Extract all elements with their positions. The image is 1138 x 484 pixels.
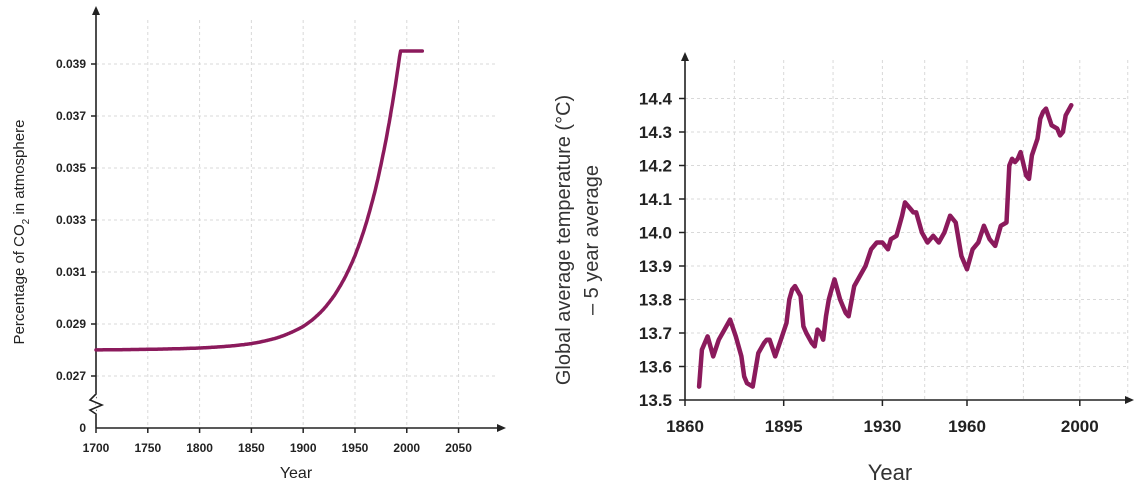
co2-x-tick-label: 1800: [186, 441, 213, 455]
temp-gridlines: [685, 60, 1129, 400]
co2-x-tick-label: 1700: [83, 441, 110, 455]
co2-x-axis-label: Year: [280, 465, 313, 482]
co2-axes: [88, 6, 506, 432]
temp-x-axis-label: Year: [868, 460, 912, 484]
temp-series-line: [696, 102, 1074, 389]
co2-chart: 0.027 0.029 0.031 0.033 0.035 0.037 0.039 0 170…: [11, 6, 506, 482]
co2-y-tick-label: 0.037: [56, 109, 86, 123]
co2-x-ticks: 1700 1750 1800 1850 1900 1950 2000 2050: [83, 428, 472, 455]
co2-x-tick-label: 1900: [290, 441, 317, 455]
co2-x-tick-label: 1850: [238, 441, 265, 455]
co2-y-label-main: Percentage of CO: [11, 224, 28, 344]
temp-x-tick-label: 1860: [666, 417, 704, 436]
temp-y-tick-label: 13.5: [639, 391, 672, 410]
temp-x-axis-arrow: [1125, 396, 1134, 404]
temp-y-tick-label: 14.0: [639, 224, 672, 243]
temp-y-ticks: 13.5 13.6 13.7 13.8 13.9 14.0 14.1 14.2 14.3 14.4: [639, 90, 685, 410]
co2-x-axis-arrow: [497, 424, 506, 432]
temp-y-axis-label-line2: – 5 year average: [581, 165, 603, 315]
co2-y-axis-arrow: [92, 6, 100, 15]
co2-y-tick-label: 0.033: [56, 213, 86, 227]
co2-y-ticks: 0.027 0.029 0.031 0.033 0.035 0.037 0.039 0: [56, 57, 96, 435]
temp-axes: [681, 52, 1134, 404]
co2-y-tick-label: 0.031: [56, 265, 86, 279]
temp-x-tick-label: 1930: [863, 417, 901, 436]
temp-y-tick-label: 13.6: [639, 358, 672, 377]
co2-y-tick-label: 0.035: [56, 161, 86, 175]
temp-x-tick-label: 2000: [1061, 417, 1099, 436]
co2-series-line: [94, 49, 425, 352]
temp-y-tick-label: 14.3: [639, 123, 672, 142]
temp-x-tick-label: 1960: [948, 417, 986, 436]
temp-y-tick-label: 13.7: [639, 324, 672, 343]
co2-gridlines: [96, 20, 495, 428]
co2-x-tick-label: 1950: [342, 441, 369, 455]
co2-y-tick-label: 0.027: [56, 369, 86, 383]
co2-axis-break: [88, 393, 105, 415]
co2-x-tick-label: 1750: [134, 441, 161, 455]
co2-y-label-sub: 2: [21, 218, 32, 224]
co2-y-tick-label: 0.029: [56, 317, 86, 331]
temp-y-tick-label: 13.8: [639, 291, 672, 310]
temp-y-axis-label-line1: Global average temperature (°C): [553, 95, 575, 385]
temp-x-tick-label: 1895: [765, 417, 803, 436]
co2-x-tick-label: 2050: [445, 441, 472, 455]
co2-y-label-tail: in atmosphere: [11, 120, 28, 219]
co2-y-zero-label: 0: [79, 421, 86, 435]
temp-y-tick-label: 13.9: [639, 257, 672, 276]
temp-y-tick-label: 14.4: [639, 90, 673, 109]
temp-x-ticks: 1860 1895 1930 1960 2000: [666, 400, 1099, 436]
co2-y-axis-label: Percentage of CO2 in atmosphere: [11, 120, 32, 345]
co2-x-tick-label: 2000: [393, 441, 420, 455]
co2-y-tick-label: 0.039: [56, 57, 86, 71]
temp-y-tick-label: 14.1: [639, 190, 672, 209]
temp-y-tick-label: 14.2: [639, 157, 672, 176]
temperature-chart: 13.5 13.6 13.7 13.8 13.9 14.0 14.1 14.2 14.3 14.4…: [553, 52, 1134, 484]
temp-y-axis-arrow: [681, 52, 689, 61]
